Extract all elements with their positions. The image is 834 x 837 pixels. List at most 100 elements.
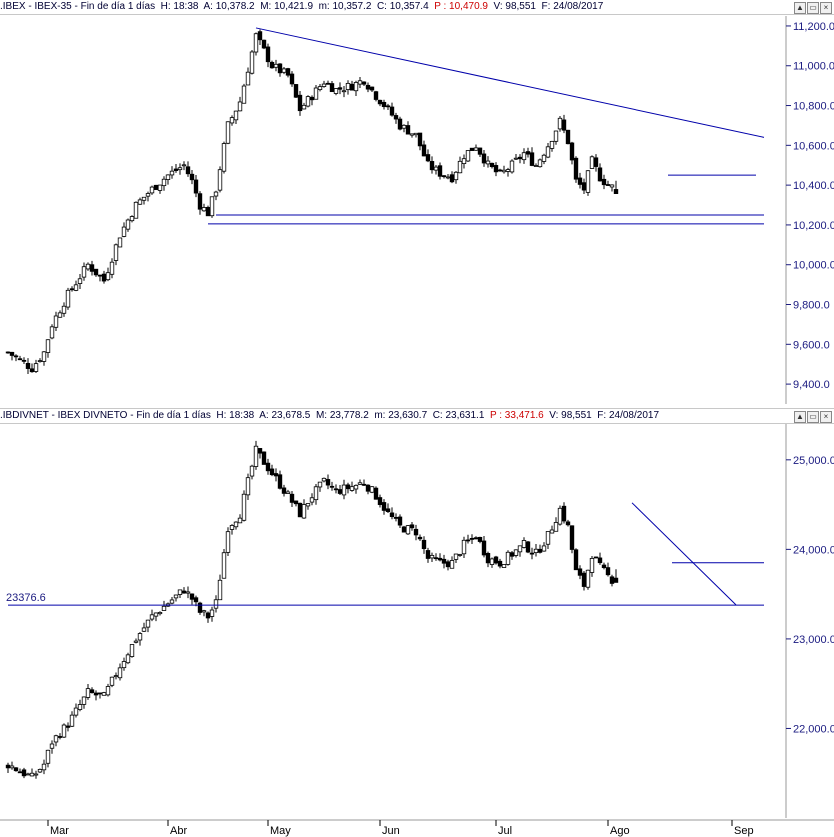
candle — [105, 683, 111, 697]
candle — [65, 722, 71, 732]
header-p: P : 33,471.6 — [489, 410, 544, 421]
candle — [121, 657, 127, 671]
candle — [153, 184, 159, 190]
candle — [369, 86, 375, 92]
candle — [81, 696, 87, 709]
candle — [29, 363, 35, 373]
ibdivnet-header: .IBDIVNET - IBEX DIVNETO - Fin de día 1 … — [0, 408, 834, 424]
ibex35-header: .IBEX - IBEX-35 - Fin de día 1 días H: 1… — [0, 0, 834, 15]
candle — [41, 350, 47, 366]
candle — [25, 358, 31, 374]
candle — [381, 499, 387, 515]
candle — [409, 133, 415, 138]
candle — [269, 60, 275, 69]
candle — [13, 354, 19, 362]
candle — [153, 612, 159, 622]
candle — [473, 536, 479, 540]
candle — [577, 172, 583, 189]
candle — [185, 586, 191, 599]
candle — [561, 114, 567, 134]
candle — [189, 593, 195, 605]
candle — [497, 558, 503, 569]
candle — [137, 631, 143, 646]
candle — [525, 147, 531, 158]
candle — [389, 102, 395, 117]
candle — [125, 218, 131, 232]
header-time: H: 18:38 — [216, 410, 255, 421]
candle — [513, 549, 519, 558]
header-open: A: 23,678.5 — [259, 410, 311, 421]
candle — [61, 302, 67, 317]
candle — [105, 267, 111, 282]
candle — [65, 287, 71, 310]
close-icon[interactable]: × — [820, 2, 832, 14]
candle — [521, 537, 527, 549]
candle — [245, 67, 251, 86]
candle — [69, 286, 75, 292]
maximize-icon[interactable]: ▲ — [794, 2, 806, 14]
candle — [465, 150, 471, 163]
candle — [325, 474, 331, 490]
candle — [249, 464, 255, 480]
candle — [433, 553, 439, 561]
candle — [405, 524, 411, 536]
candle — [277, 63, 283, 77]
candle — [281, 484, 287, 497]
candle — [321, 80, 327, 88]
candle — [601, 174, 607, 190]
candle — [369, 486, 375, 494]
candle — [425, 547, 431, 563]
candle — [101, 270, 107, 284]
candle — [585, 569, 591, 590]
candle — [569, 141, 575, 165]
candle — [397, 514, 403, 528]
candle — [529, 547, 535, 560]
pane-controls: ▲ ▭ × — [793, 410, 832, 424]
candle — [221, 548, 227, 579]
candle — [509, 550, 515, 560]
candle — [225, 121, 231, 145]
restore-icon[interactable]: ▭ — [807, 2, 819, 14]
candle — [609, 574, 615, 587]
y-tick-label: 10,000.0 — [793, 260, 834, 272]
candle — [441, 554, 447, 569]
candle — [349, 481, 355, 492]
restore-icon[interactable]: ▭ — [807, 411, 819, 423]
candle — [265, 458, 271, 475]
y-tick-label: 9,400.0 — [793, 379, 830, 391]
candle — [453, 553, 459, 563]
candle — [173, 164, 179, 173]
header-volume: V: 98,551 — [549, 410, 592, 421]
maximize-icon[interactable]: ▲ — [794, 411, 806, 423]
candle — [573, 156, 579, 183]
candle — [605, 562, 611, 577]
trendline[interactable] — [255, 27, 765, 138]
candle — [489, 557, 495, 568]
candle — [13, 767, 19, 772]
header-date: F: 24/08/2017 — [541, 1, 604, 12]
candle — [217, 166, 223, 193]
candle — [421, 140, 427, 157]
candle — [365, 484, 371, 495]
candle — [489, 162, 495, 169]
candle — [309, 95, 315, 106]
candle — [349, 80, 355, 91]
trendline[interactable] — [631, 502, 737, 606]
candle — [317, 481, 323, 492]
candle — [293, 83, 299, 99]
candle — [241, 83, 247, 104]
hline-label: 23376.6 — [6, 592, 46, 604]
candle — [401, 525, 407, 533]
candle — [609, 184, 615, 192]
candle — [169, 597, 175, 605]
candle — [461, 154, 467, 169]
candle — [313, 484, 319, 505]
candle — [321, 477, 327, 483]
close-icon[interactable]: × — [820, 411, 832, 423]
candle — [597, 163, 603, 182]
x-tick-label: Jul — [498, 825, 512, 837]
candle — [545, 142, 551, 159]
candle — [301, 499, 307, 519]
candle — [29, 768, 35, 777]
candle — [285, 489, 291, 495]
